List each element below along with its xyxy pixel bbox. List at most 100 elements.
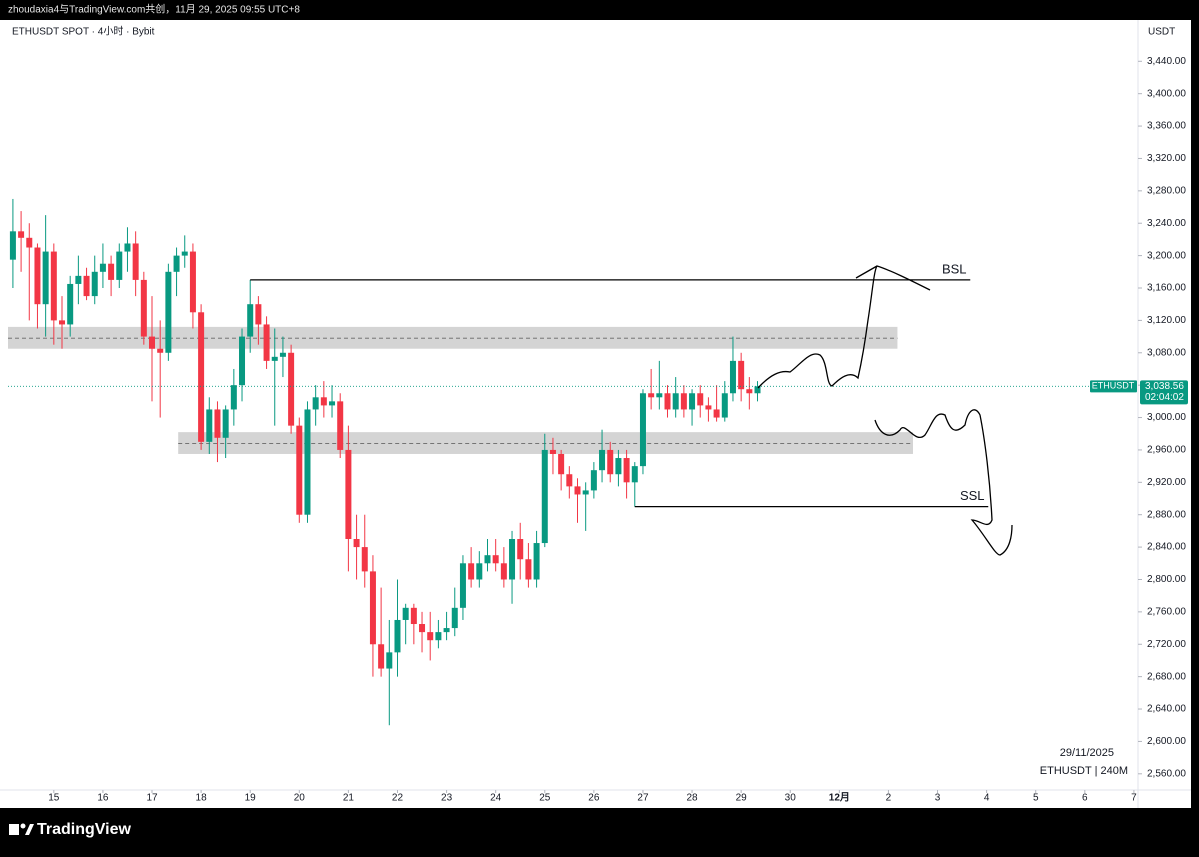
logo-slash <box>25 824 34 835</box>
candle-body <box>738 360 745 390</box>
candle-body <box>623 458 630 483</box>
candle-body <box>369 571 376 645</box>
candle-body <box>402 607 409 620</box>
y-tick-label: 2,600.00 <box>1147 736 1186 747</box>
marks: 2,560.00 2,600.00 2,640.00 2,680.00 2,720.00… <box>8 56 1188 804</box>
y-tick-label: 2,560.00 <box>1147 768 1186 779</box>
candle-body <box>582 490 589 495</box>
candle-body <box>116 251 123 280</box>
candle-body <box>50 251 57 321</box>
x-tick-label: 30 <box>785 793 797 804</box>
x-tick-label: 29 <box>736 793 748 804</box>
candle-body <box>574 486 581 495</box>
y-tick-label: 3,160.00 <box>1147 283 1186 294</box>
candle-body <box>361 547 368 572</box>
candle-body <box>165 271 172 353</box>
candle-body <box>320 397 327 406</box>
candle-body <box>729 360 736 394</box>
candle-body <box>288 352 295 426</box>
brand-logo: TradingView <box>9 821 132 838</box>
candle-body <box>312 397 319 410</box>
y-tick-label: 3,440.00 <box>1147 56 1186 67</box>
candle-body <box>664 393 671 410</box>
candle-body <box>386 652 393 669</box>
symbol-tag <box>1090 380 1137 393</box>
candle-body <box>149 336 156 349</box>
candle-body <box>443 628 450 633</box>
y-tick-label: 3,200.00 <box>1147 250 1186 261</box>
candle-body <box>558 453 565 475</box>
y-tick-label: 2,920.00 <box>1147 477 1186 488</box>
candle-body <box>9 231 16 260</box>
symbol: ETHUSDT SPOT · 4小时 · Bybit <box>12 26 155 38</box>
candle-body <box>99 263 106 272</box>
chart-panel <box>0 20 1191 808</box>
candle-body <box>427 632 434 641</box>
x-tick-label: 28 <box>686 793 698 804</box>
y-tick-label: 2,680.00 <box>1147 671 1186 682</box>
candle-body <box>181 251 188 256</box>
candle-body <box>746 389 753 394</box>
candle-body <box>206 409 213 442</box>
candle-body <box>590 470 597 491</box>
candle-body <box>607 449 614 475</box>
x-tick-label: 2 <box>886 793 892 804</box>
candle-body <box>697 393 704 406</box>
candle-body <box>173 255 180 272</box>
date-stamp: 29/11/2025 <box>1060 747 1114 759</box>
x-tick-label: 23 <box>441 793 453 804</box>
candle-body <box>394 619 401 653</box>
candle-body <box>140 279 147 337</box>
candle-body <box>329 401 336 406</box>
y-tick-label: 3,080.00 <box>1147 347 1186 358</box>
y-tick-label: 3,240.00 <box>1147 218 1186 229</box>
candle-body <box>754 386 761 394</box>
candle-body <box>34 247 41 305</box>
logo-mark <box>9 824 19 835</box>
candle-body <box>67 283 74 325</box>
x-tick-label: 18 <box>196 793 208 804</box>
candle-body <box>26 237 33 248</box>
x-tick-label: 26 <box>588 793 600 804</box>
candle-body <box>492 555 499 564</box>
candle-body <box>353 539 360 548</box>
y-tick-label: 3,280.00 <box>1147 185 1186 196</box>
x-tick-label: 22 <box>392 793 404 804</box>
y-tick-label: 2,880.00 <box>1147 509 1186 520</box>
y-tick-label: 2,960.00 <box>1147 445 1186 456</box>
candle-body <box>271 356 278 361</box>
y-tick-label: 3,120.00 <box>1147 315 1186 326</box>
candle-body <box>549 449 556 454</box>
y-tick-label: 3,400.00 <box>1147 88 1186 99</box>
price-zone <box>178 432 913 454</box>
price-tag <box>1140 380 1188 405</box>
candle-body <box>468 563 475 580</box>
candle-body <box>541 449 548 544</box>
x-tick-label: 19 <box>245 793 257 804</box>
candle-body <box>239 336 246 386</box>
candle-body <box>500 563 507 580</box>
candle-body <box>656 393 663 398</box>
logo-dot <box>20 823 26 829</box>
y-tick-label: 2,840.00 <box>1147 542 1186 553</box>
candle-body <box>525 559 532 580</box>
price-zone <box>8 326 898 349</box>
candle-body <box>124 243 131 252</box>
candle-body <box>615 458 622 475</box>
candle-body <box>419 624 426 633</box>
x-tick-label: 4 <box>984 793 990 804</box>
x-tick-label: 24 <box>490 793 502 804</box>
x-tick-label: 6 <box>1082 793 1088 804</box>
candle-body <box>689 393 696 410</box>
candle-body <box>59 320 66 325</box>
candle-body <box>639 393 646 467</box>
candle-body <box>721 393 728 418</box>
candle-body <box>345 449 352 540</box>
brand: TradingView <box>37 821 132 838</box>
y-tick-label: 2,800.00 <box>1147 574 1186 585</box>
candle-body <box>279 352 286 357</box>
candle-body <box>517 539 524 560</box>
candle-body <box>198 312 205 442</box>
candle-body <box>378 644 385 669</box>
